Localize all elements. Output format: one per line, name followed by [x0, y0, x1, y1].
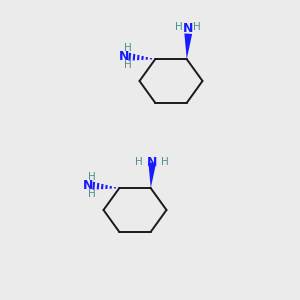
Text: N: N [147, 156, 157, 169]
Text: H: H [88, 172, 96, 182]
Polygon shape [148, 162, 156, 188]
Text: N: N [183, 22, 193, 35]
Text: H: H [124, 60, 132, 70]
Text: H: H [194, 22, 201, 32]
Text: H: H [124, 44, 132, 53]
Text: H: H [175, 22, 182, 32]
Text: N: N [119, 50, 130, 63]
Text: H: H [135, 157, 143, 167]
Text: H: H [88, 189, 96, 199]
Text: H: H [161, 157, 169, 167]
Text: N: N [83, 179, 94, 192]
Polygon shape [184, 33, 192, 59]
